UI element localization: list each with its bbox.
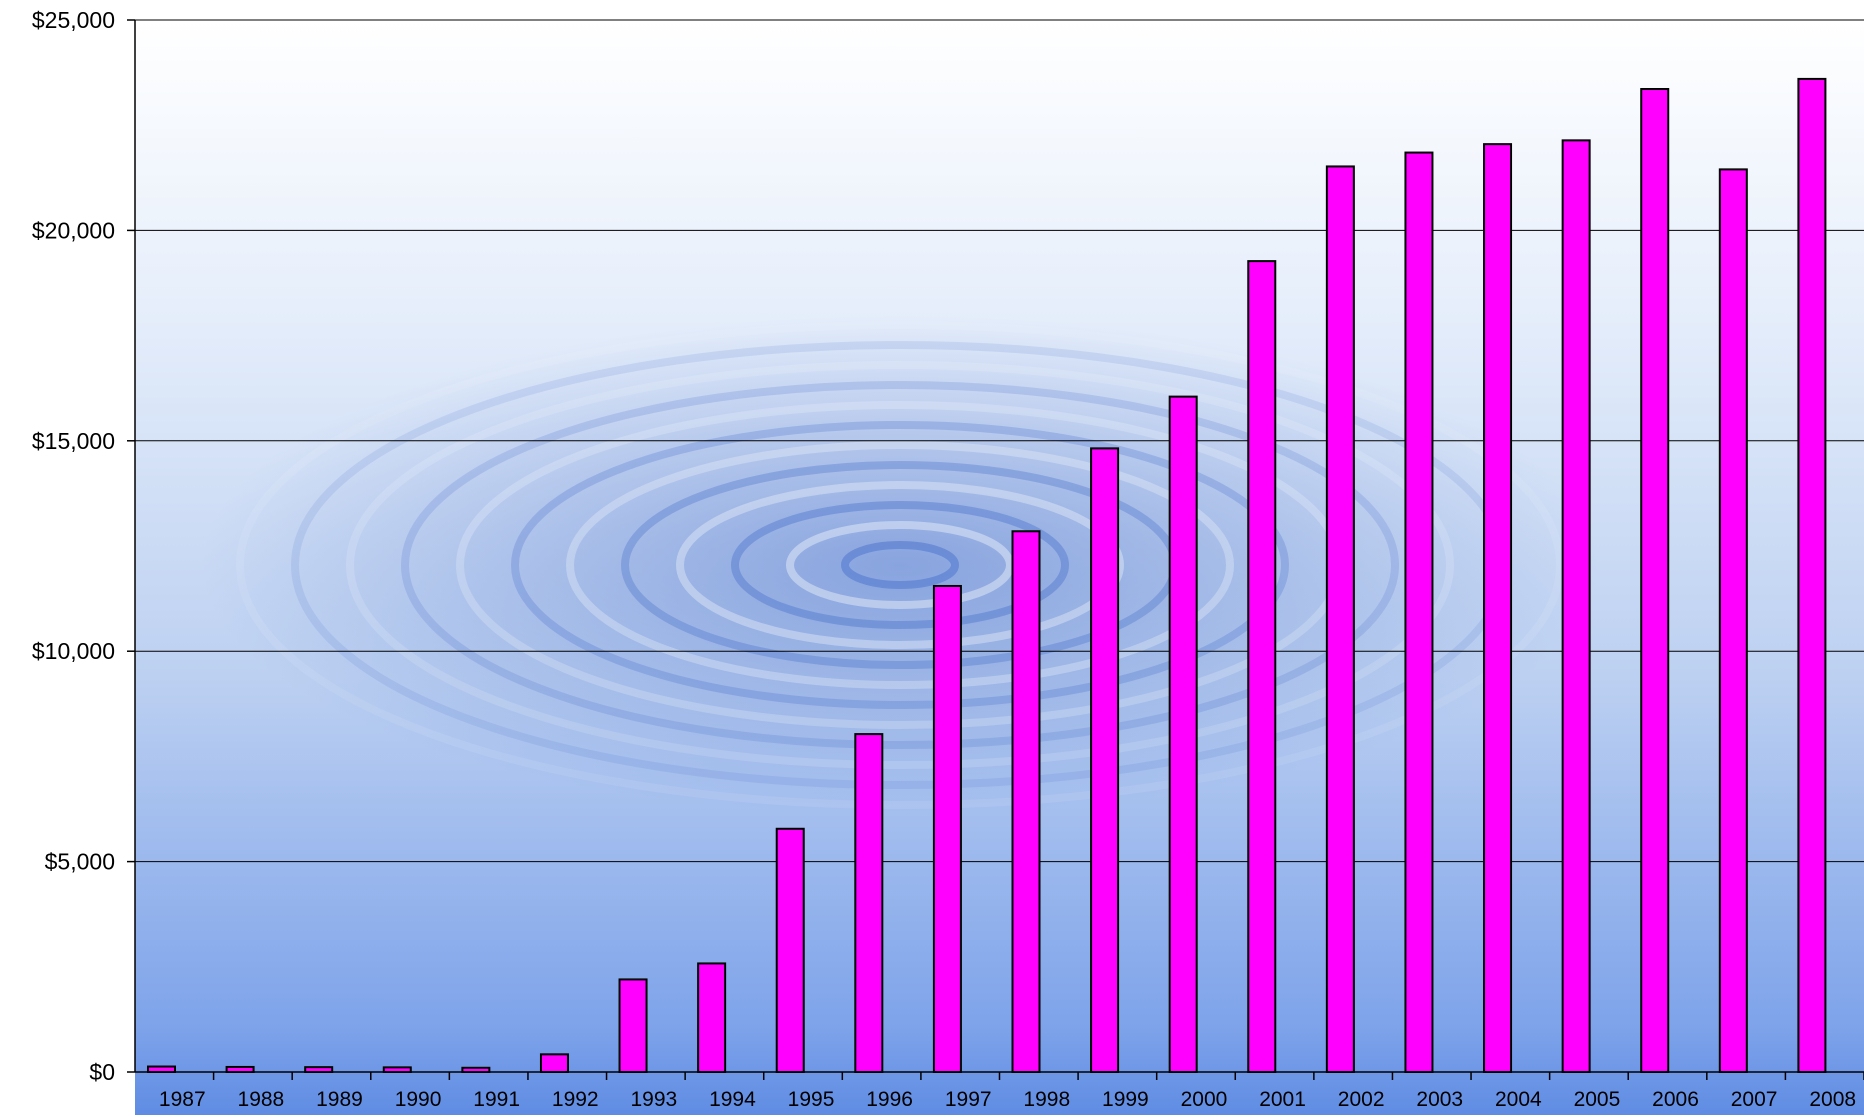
x-tick-label: 1992	[552, 1088, 599, 1111]
x-tick-label: 1988	[238, 1088, 285, 1111]
y-tick-label: $20,000	[32, 217, 115, 243]
y-axis-tick-labels: $0 $5,000 $10,000 $15,000 $20,000 $25,000	[32, 7, 115, 1085]
ripple-ring	[731, 501, 1069, 629]
bar	[1797, 77, 1827, 1074]
x-tick-label: 1991	[473, 1088, 520, 1111]
ripple-glow	[200, 315, 1600, 815]
bar-series	[147, 77, 1827, 1074]
x-axis-tick-labels: 1987 1988 1989 1990 1991 1992 1993 1994 1995 1996…	[159, 1072, 1864, 1111]
bar	[775, 827, 805, 1073]
bar	[1718, 168, 1748, 1074]
bar	[854, 733, 884, 1073]
x-tick-label: 2006	[1652, 1088, 1699, 1111]
x-tick-label: 2005	[1574, 1088, 1621, 1111]
bar	[1640, 88, 1670, 1073]
x-tick-label: 1999	[1102, 1088, 1149, 1111]
x-tick-label: 2001	[1259, 1088, 1306, 1111]
bar	[147, 1065, 176, 1073]
bar	[1168, 395, 1198, 1073]
bar	[932, 584, 962, 1073]
bar	[1247, 260, 1277, 1073]
x-tick-label: 1997	[945, 1088, 992, 1111]
x-tick-label: 1990	[395, 1088, 442, 1111]
bar	[618, 978, 648, 1074]
y-tick-label: $25,000	[32, 7, 115, 33]
x-tick-label: 1987	[159, 1088, 206, 1111]
x-tick-label: 2003	[1416, 1088, 1463, 1111]
ripple-ring	[676, 481, 1124, 649]
bar	[697, 962, 727, 1073]
ripple-ring	[401, 381, 1399, 749]
bar	[1561, 139, 1591, 1073]
ripple-ring	[841, 541, 959, 589]
x-tick-label: 1995	[788, 1088, 835, 1111]
x-tick-label: 2007	[1731, 1088, 1778, 1111]
bar	[1090, 447, 1120, 1073]
ripple-ring	[346, 361, 1454, 769]
ripple-decoration	[200, 315, 1600, 815]
bar	[1011, 530, 1041, 1073]
bar	[225, 1065, 255, 1074]
ripple-ring	[786, 521, 1014, 609]
x-tick-label: 1998	[1023, 1088, 1070, 1111]
bar	[1404, 151, 1434, 1073]
bar	[1483, 143, 1513, 1074]
bar	[539, 1053, 569, 1074]
bar	[1325, 165, 1355, 1073]
ripple-ring	[566, 441, 1234, 689]
y-tick-label: $5,000	[45, 849, 115, 875]
x-tick-label: 1989	[316, 1088, 363, 1111]
x-tick-label: 1994	[709, 1088, 756, 1111]
x-tick-label: 2002	[1338, 1088, 1385, 1111]
y-tick-label: $10,000	[32, 638, 115, 664]
y-tick-label: $15,000	[32, 428, 115, 454]
x-tick-label: 2004	[1495, 1088, 1542, 1111]
ripple-ring	[511, 421, 1289, 709]
x-tick-label: 2008	[1809, 1088, 1856, 1111]
x-tick-label: 2000	[1181, 1088, 1228, 1111]
y-tick-label: $0	[89, 1059, 115, 1085]
x-tick-label: 1993	[630, 1088, 677, 1111]
x-tick-label: 1996	[866, 1088, 913, 1111]
ripple-ring	[236, 321, 1564, 809]
